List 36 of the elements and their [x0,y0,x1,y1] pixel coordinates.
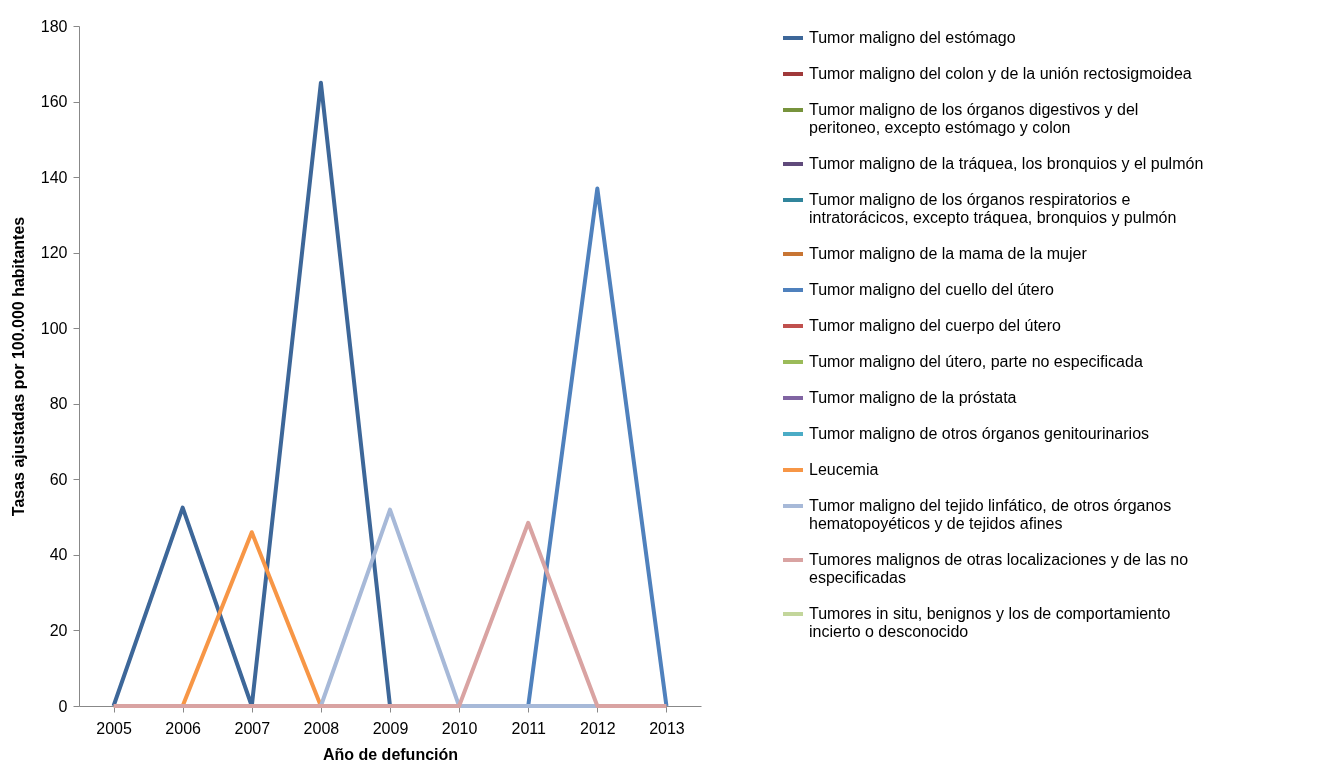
x-tick-label: 2010 [441,719,478,737]
legend-label: Tumor maligno de la mama de la mujer [809,245,1088,262]
x-tick-label: 2008 [303,719,340,737]
y-tick-label: 40 [49,546,68,564]
y-axis-title: Tasas ajustadas por 100.000 habitantes [9,216,27,517]
y-tick-label: 0 [58,697,68,715]
legend-label: Tumor maligno de los órganos digestivos y del peritoneo, excepto estómago y colon [809,101,1139,136]
legend-label: Tumor maligno del colon y de la unión rectosigmoidea [809,65,1192,82]
y-tick-label: 60 [49,470,68,488]
legend-label: Leucemia [809,461,879,478]
legend-label: Tumores malignos de otras localizaciones y de las no especificadas [809,551,1189,586]
y-tick-label: 180 [40,17,68,35]
legend-label: Tumor maligno de los órganos respiratorios e intratorácicos, excepto tráquea, bronquios y pulmón [809,191,1177,226]
y-tick-label: 120 [40,244,68,262]
x-tick-label: 2013 [649,719,685,737]
legend-label: Tumor maligno de la tráquea, los bronquios y el pulmón [809,155,1204,172]
legend-label: Tumor maligno del útero, parte no especificada [809,353,1143,370]
legend-label: Tumor maligno de la próstata [809,389,1017,406]
legend-label: Tumor maligno del cuerpo del útero [809,317,1062,334]
y-tick-label: 160 [40,93,68,111]
x-axis-title: Año de defunción [322,745,459,763]
x-tick-label: 2006 [165,719,202,737]
y-tick-label: 140 [40,168,68,186]
legend-label: Tumor maligno del cuello del útero [809,281,1054,298]
legend-label: Tumor maligno del estómago [809,29,1016,46]
legend-label: Tumores in situ, benignos y los de comportamiento incierto o desconocido [809,605,1171,640]
y-tick-label: 20 [49,621,68,639]
y-tick-label: 100 [40,319,68,337]
legend-label: Tumor maligno de otros órganos genitourinarios [809,425,1150,442]
x-tick-label: 2009 [372,719,409,737]
x-tick-label: 2005 [96,719,132,737]
legend-label: Tumor maligno del tejido linfático, de otros órganos hematopoyéticos y de tejidos afines [809,497,1172,532]
y-tick-label: 80 [49,395,68,413]
x-tick-label: 2011 [511,719,547,737]
x-tick-label: 2012 [580,719,616,737]
x-tick-label: 2007 [234,719,271,737]
